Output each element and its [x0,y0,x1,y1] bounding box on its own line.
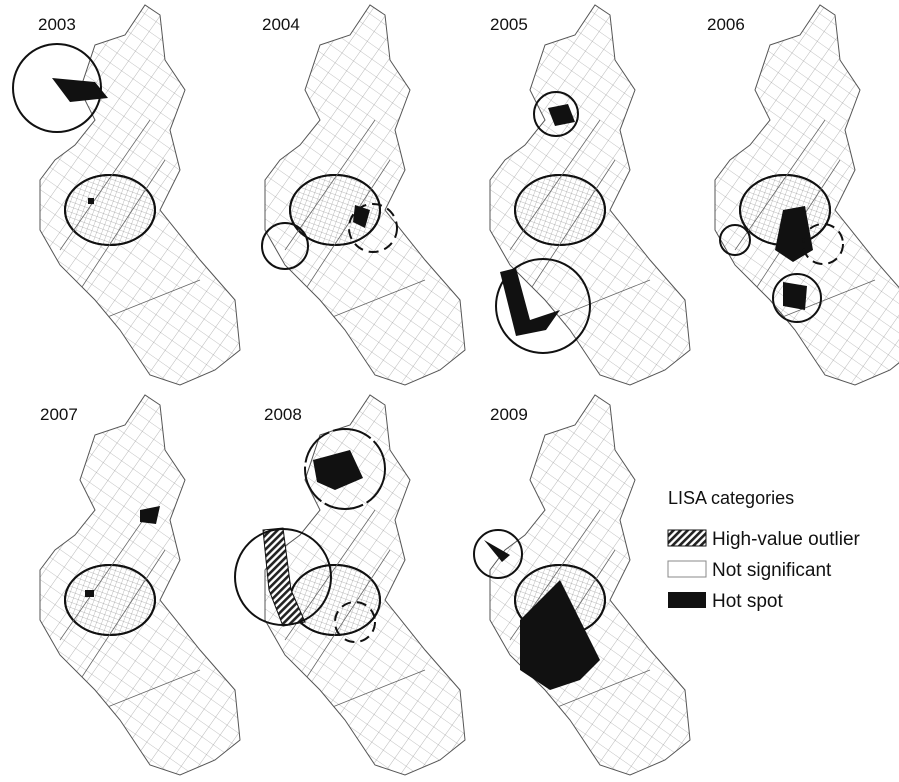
map-2008 [234,395,465,775]
legend-item: Not significant [712,560,832,581]
legend-item: High-value outlier [712,529,861,550]
legend: LISA categories High-value outlier Not s… [667,488,861,612]
map-2009 [473,395,690,775]
map-2005 [490,5,690,385]
year-label: 2005 [490,15,528,34]
year-label: 2003 [38,15,76,34]
map-2003 [12,5,240,385]
year-label: 2006 [707,15,745,34]
map-2006 [715,5,899,385]
map-2004 [261,5,465,385]
map-2007 [40,395,240,775]
year-label: 2004 [262,15,300,34]
map-panels [12,5,899,775]
year-label: 2009 [490,405,528,424]
legend-title: LISA categories [668,488,794,508]
legend-item: Hot spot [712,591,783,612]
legend-swatch [667,560,707,578]
year-label: 2008 [264,405,302,424]
legend-swatch [667,529,707,547]
legend-swatch [668,592,706,608]
year-label: 2007 [40,405,78,424]
year-labels: 2003 2004 2005 2006 2007 2008 2009 [38,15,745,424]
